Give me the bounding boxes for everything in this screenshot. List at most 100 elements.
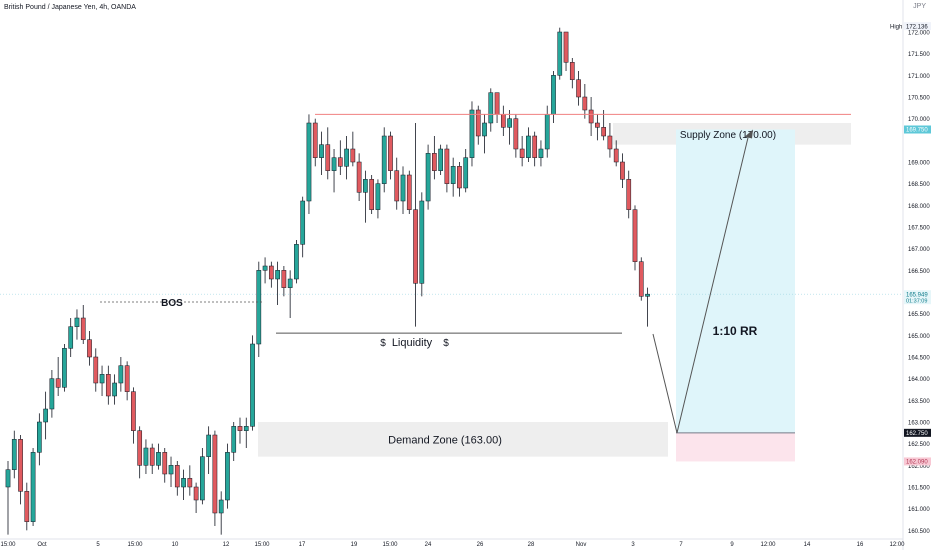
candle-body bbox=[551, 75, 556, 115]
candle bbox=[112, 374, 117, 405]
candle bbox=[49, 370, 55, 418]
candle-body bbox=[80, 317, 86, 340]
y-tick-label: 170.500 bbox=[908, 96, 930, 102]
candle-body bbox=[500, 114, 506, 128]
candle-body bbox=[450, 166, 456, 184]
candle bbox=[400, 166, 406, 214]
candle-body bbox=[432, 153, 437, 171]
candle bbox=[275, 261, 280, 305]
symbol-title: British Pound / Japanese Yen, 4h, OANDA bbox=[4, 4, 136, 11]
entry-badge: 162.750 bbox=[904, 428, 931, 437]
candle-body bbox=[576, 79, 581, 98]
candle bbox=[645, 287, 650, 327]
y-tick-label: 171.000 bbox=[908, 74, 930, 80]
candle-body bbox=[319, 144, 324, 158]
candle-body bbox=[463, 157, 469, 189]
candle bbox=[375, 179, 381, 219]
y-tick-label: 164.500 bbox=[908, 356, 930, 362]
candle bbox=[563, 31, 569, 71]
candle bbox=[432, 136, 437, 180]
y-tick-label: 164.000 bbox=[908, 377, 930, 383]
candle bbox=[206, 426, 211, 474]
y-tick-label: 167.000 bbox=[908, 247, 930, 253]
y-tick-label: 172.000 bbox=[908, 31, 930, 37]
candle-body bbox=[149, 447, 155, 466]
projection-path bbox=[652, 133, 750, 433]
candle-body bbox=[74, 317, 80, 327]
candle-body bbox=[281, 270, 287, 288]
y-tick-label: 165.000 bbox=[908, 334, 930, 340]
candle-body bbox=[601, 127, 606, 137]
demand-zone bbox=[258, 422, 668, 457]
candle bbox=[469, 101, 475, 167]
candle bbox=[187, 465, 193, 496]
candle-body bbox=[569, 62, 575, 80]
candle bbox=[488, 88, 494, 132]
x-tick-label: 15:00 bbox=[0, 542, 16, 548]
x-tick-label: 7 bbox=[679, 542, 683, 548]
candle bbox=[243, 417, 249, 448]
candle-body bbox=[337, 157, 343, 167]
candle bbox=[231, 422, 237, 461]
candle bbox=[557, 27, 563, 80]
x-tick-label: 3 bbox=[631, 542, 635, 548]
candle-body bbox=[62, 348, 67, 388]
candle-body bbox=[638, 261, 644, 297]
y-tick-label: 169.000 bbox=[908, 161, 930, 167]
entry-badge-bg bbox=[904, 428, 931, 437]
current-price-bg bbox=[904, 290, 931, 305]
y-tick-label: 168.500 bbox=[908, 182, 930, 188]
x-tick-label: 26 bbox=[477, 542, 484, 548]
candle-body bbox=[193, 486, 199, 501]
x-tick-label: 15:00 bbox=[254, 542, 270, 548]
candle bbox=[55, 357, 61, 396]
candle-body bbox=[181, 478, 186, 488]
candle-body bbox=[607, 135, 613, 150]
candle-body bbox=[18, 439, 23, 492]
candle-body bbox=[350, 148, 356, 163]
current-price-text: 165.949 bbox=[906, 292, 928, 298]
x-tick-label: Oct bbox=[37, 542, 47, 548]
candle bbox=[444, 144, 450, 193]
candle bbox=[162, 448, 168, 483]
candle bbox=[494, 92, 500, 123]
x-tick-label: 19 bbox=[351, 542, 358, 548]
candle bbox=[350, 131, 356, 167]
x-tick-label: 15:00 bbox=[382, 542, 398, 548]
candle bbox=[74, 309, 80, 340]
x-tick-label: 17 bbox=[299, 542, 306, 548]
candle-body bbox=[469, 109, 475, 158]
candle bbox=[24, 482, 30, 531]
high-label: High bbox=[890, 24, 902, 30]
candle bbox=[388, 131, 393, 180]
candle bbox=[413, 123, 418, 327]
candle-body bbox=[369, 179, 375, 210]
candle bbox=[337, 140, 343, 175]
candle-body bbox=[538, 148, 544, 158]
y-tick-label: 163.000 bbox=[908, 421, 930, 427]
candle bbox=[394, 157, 400, 210]
y-tick-label: 166.500 bbox=[908, 269, 930, 275]
candle-body bbox=[613, 148, 619, 163]
candle bbox=[638, 257, 644, 301]
candle-body bbox=[595, 122, 600, 128]
candle bbox=[131, 387, 136, 444]
candle bbox=[168, 456, 174, 487]
candle bbox=[620, 153, 625, 188]
candle bbox=[526, 127, 531, 162]
candle bbox=[601, 110, 606, 141]
y-tick-label: 167.500 bbox=[908, 226, 930, 232]
candle bbox=[632, 205, 638, 271]
candle-body bbox=[645, 293, 650, 297]
candle bbox=[419, 192, 425, 297]
candle-body bbox=[363, 179, 368, 193]
candle bbox=[99, 365, 105, 396]
x-tick-label: 12 bbox=[223, 542, 230, 548]
candle-body bbox=[620, 161, 625, 180]
candle-body bbox=[394, 170, 400, 202]
candle bbox=[124, 361, 130, 401]
candle-body bbox=[513, 118, 519, 150]
candle-body bbox=[112, 382, 117, 397]
